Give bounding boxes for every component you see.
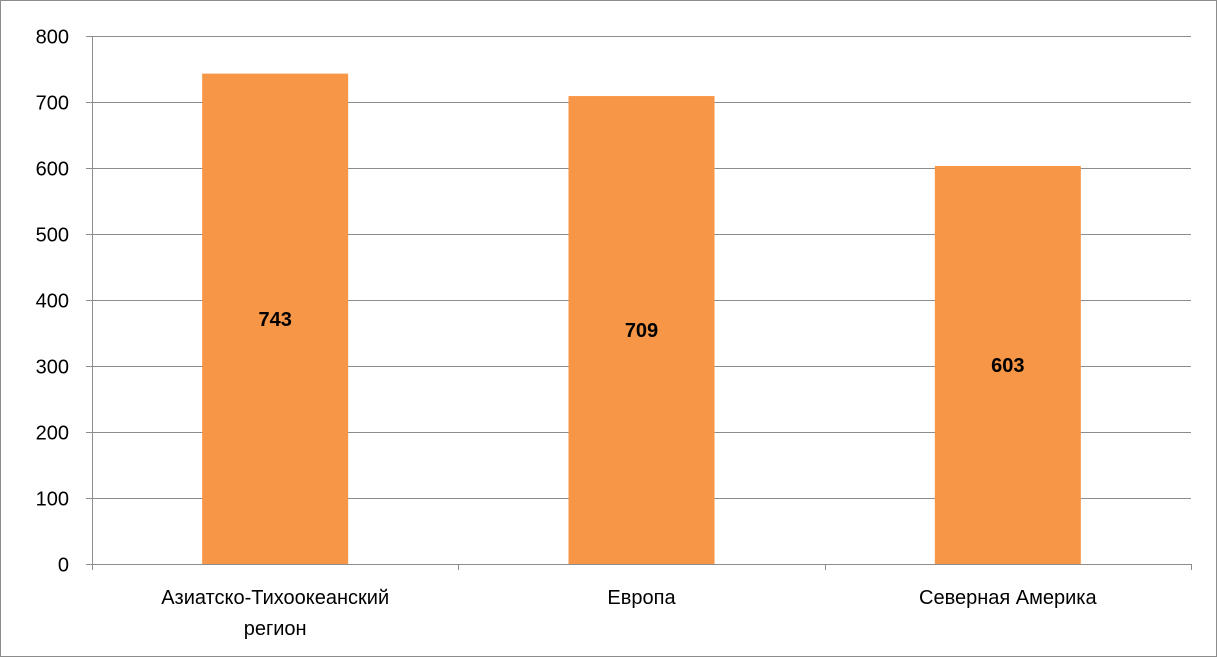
data-label: 603 [991, 355, 1024, 377]
bar [202, 73, 349, 565]
category-label: Азиатско-Тихоокеанский регион [161, 587, 389, 640]
y-tick-label: 600 [36, 159, 69, 181]
y-tick-labels: 0 100 200 300 400 500 600 700 800 [36, 27, 69, 577]
y-tick-label: 500 [36, 225, 69, 247]
y-tick-label: 0 [58, 555, 69, 577]
category-labels: Азиатско-Тихоокеанский регион Европа Северн… [161, 587, 1097, 640]
bar [934, 166, 1081, 564]
axes [86, 36, 1192, 570]
y-tick-label: 800 [36, 27, 69, 49]
data-labels: 743 709 603 [258, 309, 1024, 377]
category-label: Северная Америка [919, 587, 1097, 609]
y-tick-label: 100 [36, 489, 69, 511]
y-tick-label: 200 [36, 423, 69, 445]
bars [202, 73, 1081, 565]
data-label: 709 [625, 320, 658, 342]
y-tick-label: 400 [36, 291, 69, 313]
data-label: 743 [258, 309, 291, 331]
y-tick-label: 700 [36, 93, 69, 115]
bar [568, 96, 715, 564]
category-label: Европа [607, 587, 676, 609]
y-tick-label: 300 [36, 357, 69, 379]
